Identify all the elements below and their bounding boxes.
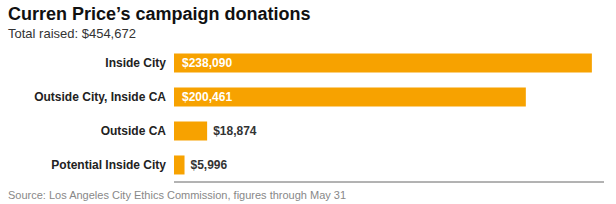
svg-text:Outside CA: Outside CA	[101, 124, 167, 138]
html-text:Total raised: $454,672: Total raised: $454,672	[8, 26, 136, 41]
svg-text:$5,996: $5,996	[191, 158, 228, 172]
svg-text:Inside City: Inside City	[105, 56, 166, 70]
svg-text:Outside City, Inside CA: Outside City, Inside CA	[34, 90, 166, 104]
svg-text:$238,090: $238,090	[182, 56, 232, 70]
html-text:Source: Los Angeles City Ethic: Source: Los Angeles City Ethics Commissi…	[8, 189, 347, 201]
svg-text:$200,461: $200,461	[182, 90, 232, 104]
svg-text:$18,874: $18,874	[213, 124, 257, 138]
svg-text:Potential Inside City: Potential Inside City	[51, 158, 166, 172]
html-text:Curren Price’s campaign donati: Curren Price’s campaign donations	[8, 4, 311, 24]
